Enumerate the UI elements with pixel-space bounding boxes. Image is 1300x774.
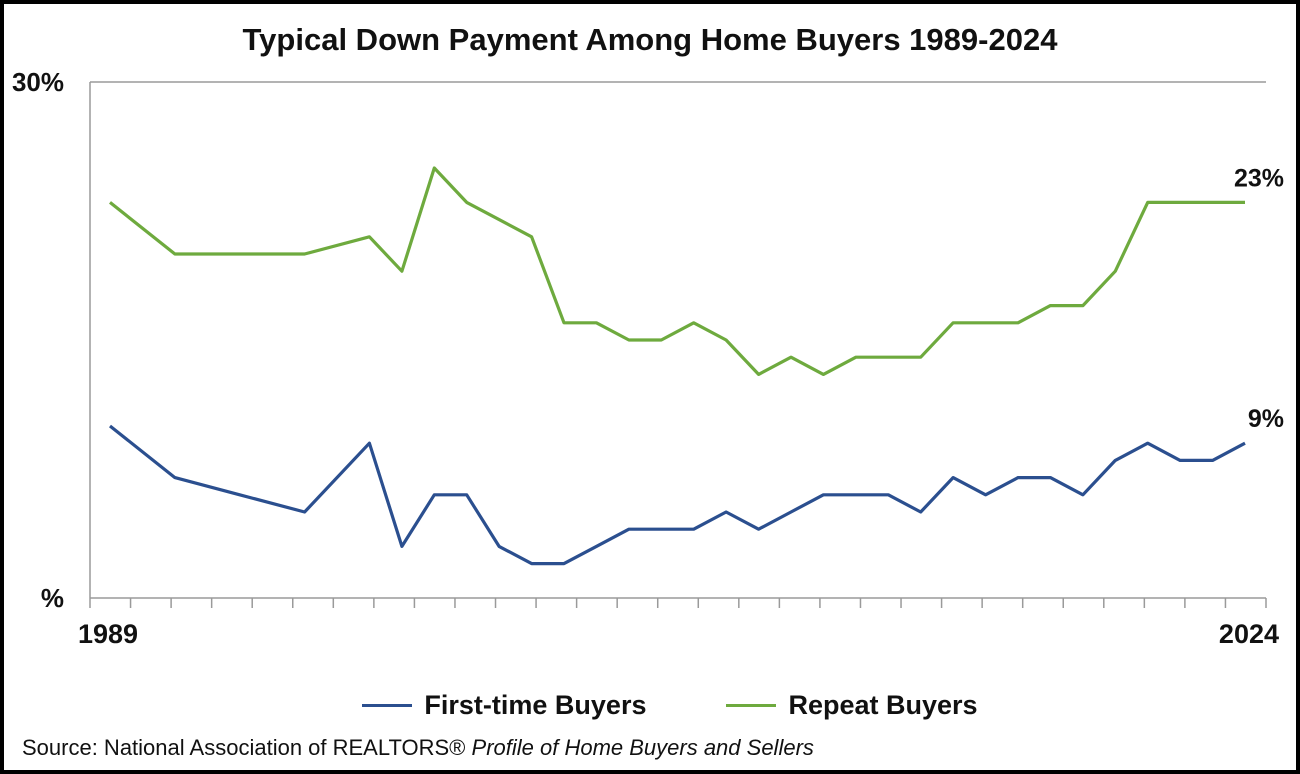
- source-prefix: Source: National Association of REALTORS…: [22, 735, 466, 760]
- legend-item-first-time: First-time Buyers: [322, 690, 646, 721]
- series-line-first-time: [109, 424, 1246, 566]
- legend-swatch-first-time: [362, 704, 413, 707]
- source-note: Source: National Association of REALTORS…: [22, 735, 814, 761]
- x-tick-label: 1989: [78, 619, 138, 649]
- y-tick-label: %: [41, 583, 64, 613]
- legend-label-first-time: First-time Buyers: [424, 690, 647, 720]
- chart-title: Typical Down Payment Among Home Buyers 1…: [242, 22, 1058, 57]
- legend-item-repeat: Repeat Buyers: [686, 690, 978, 721]
- end-value-label: 9%: [1248, 405, 1284, 433]
- y-tick-label: 30%: [12, 67, 64, 97]
- x-tick-label: 2024: [1219, 619, 1279, 649]
- chart-legend: First-time Buyers Repeat Buyers: [0, 690, 1300, 721]
- end-value-label: 23%: [1234, 164, 1284, 192]
- source-title: Profile of Home Buyers and Sellers: [471, 735, 814, 760]
- series-line-repeat: [109, 166, 1245, 376]
- legend-swatch-repeat: [726, 704, 777, 707]
- legend-label-repeat: Repeat Buyers: [788, 690, 978, 720]
